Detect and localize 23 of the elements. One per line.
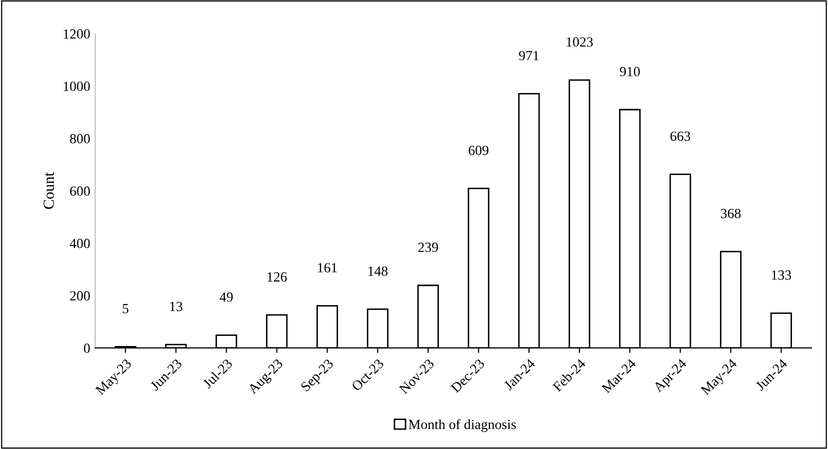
y-tick-label: 200 (70, 291, 90, 301)
data-label: 13 (170, 302, 182, 312)
data-label: 971 (519, 50, 539, 60)
data-label: 5 (122, 304, 128, 314)
y-tick-label: 1200 (64, 29, 90, 39)
data-label: 609 (468, 146, 488, 156)
data-label: 910 (620, 66, 640, 76)
data-label: 663 (670, 132, 690, 141)
y-tick-label: 1000 (64, 82, 90, 92)
data-label: 368 (720, 208, 741, 218)
data-label: 239 (418, 242, 438, 252)
data-label: 1023 (566, 37, 593, 47)
y-tick-label: 800 (70, 134, 90, 144)
data-label: 148 (368, 266, 388, 276)
y-tick-label: 400 (70, 238, 90, 248)
data-label: 133 (772, 270, 792, 280)
data-label: 49 (220, 292, 233, 302)
y-axis-title: Count (44, 172, 54, 209)
data-label: 126 (268, 272, 287, 282)
legend-label: Month of diagnosis (408, 419, 516, 432)
data-label: 161 (318, 263, 337, 272)
y-tick-label: 0 (84, 344, 90, 353)
y-tick-label: 600 (70, 186, 90, 196)
